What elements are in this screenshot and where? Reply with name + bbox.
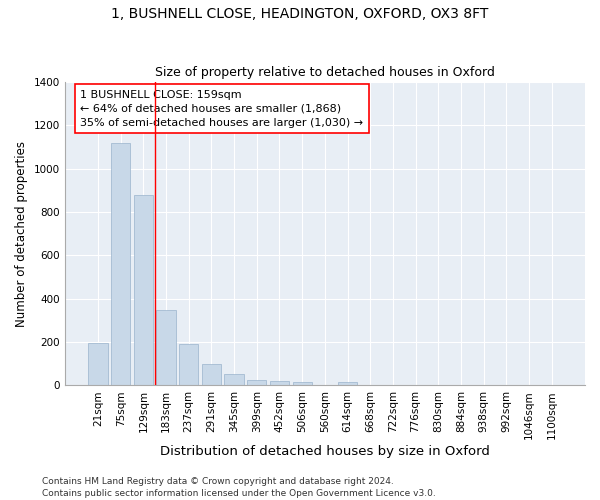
Bar [202,364,221,386]
X-axis label: Distribution of detached houses by size in Oxford: Distribution of detached houses by size … [160,444,490,458]
Bar [111,142,130,386]
Bar [134,194,153,386]
Text: Contains HM Land Registry data © Crown copyright and database right 2024.
Contai: Contains HM Land Registry data © Crown c… [42,476,436,498]
Bar [247,380,266,386]
Bar [224,374,244,386]
Title: Size of property relative to detached houses in Oxford: Size of property relative to detached ho… [155,66,495,80]
Bar [338,382,357,386]
Bar [179,344,199,386]
Bar [157,310,176,386]
Bar [293,382,312,386]
Text: 1 BUSHNELL CLOSE: 159sqm
← 64% of detached houses are smaller (1,868)
35% of sem: 1 BUSHNELL CLOSE: 159sqm ← 64% of detach… [80,90,364,128]
Text: 1, BUSHNELL CLOSE, HEADINGTON, OXFORD, OX3 8FT: 1, BUSHNELL CLOSE, HEADINGTON, OXFORD, O… [112,8,488,22]
Y-axis label: Number of detached properties: Number of detached properties [15,141,28,327]
Bar [88,343,107,386]
Bar [270,381,289,386]
